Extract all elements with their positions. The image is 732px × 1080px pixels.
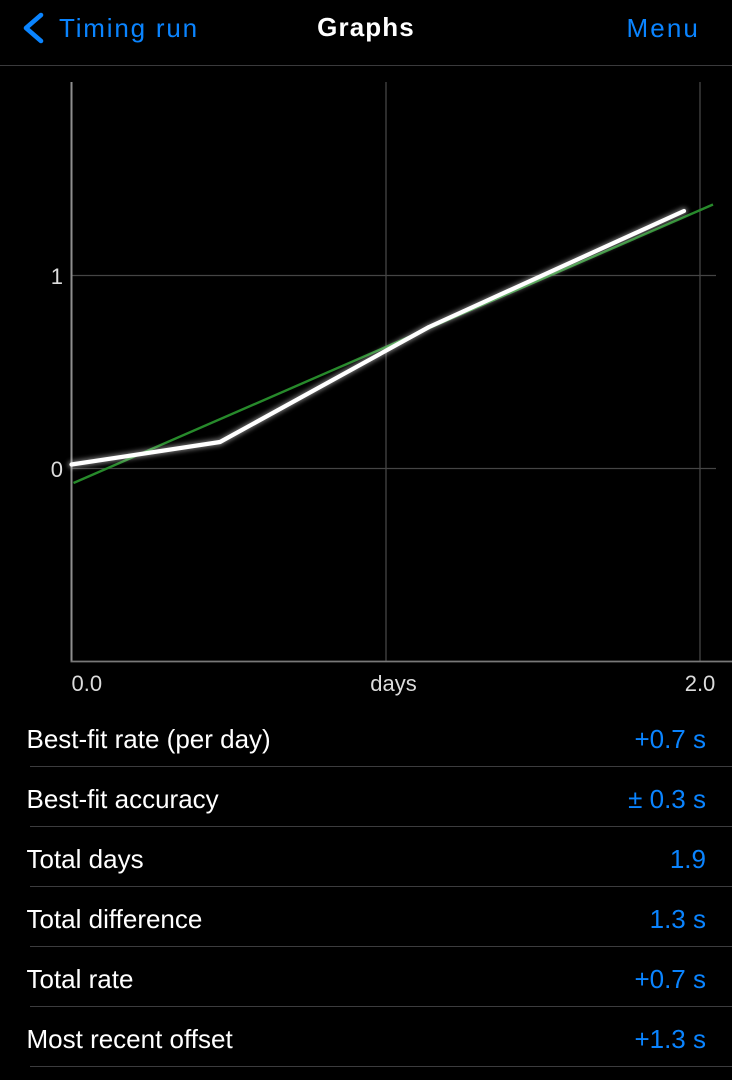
svg-text:1: 1 <box>51 264 63 289</box>
svg-text:0.0: 0.0 <box>72 671 103 696</box>
svg-text:days: days <box>370 671 416 696</box>
svg-text:0: 0 <box>51 457 63 482</box>
svg-text:2.0: 2.0 <box>685 671 716 696</box>
